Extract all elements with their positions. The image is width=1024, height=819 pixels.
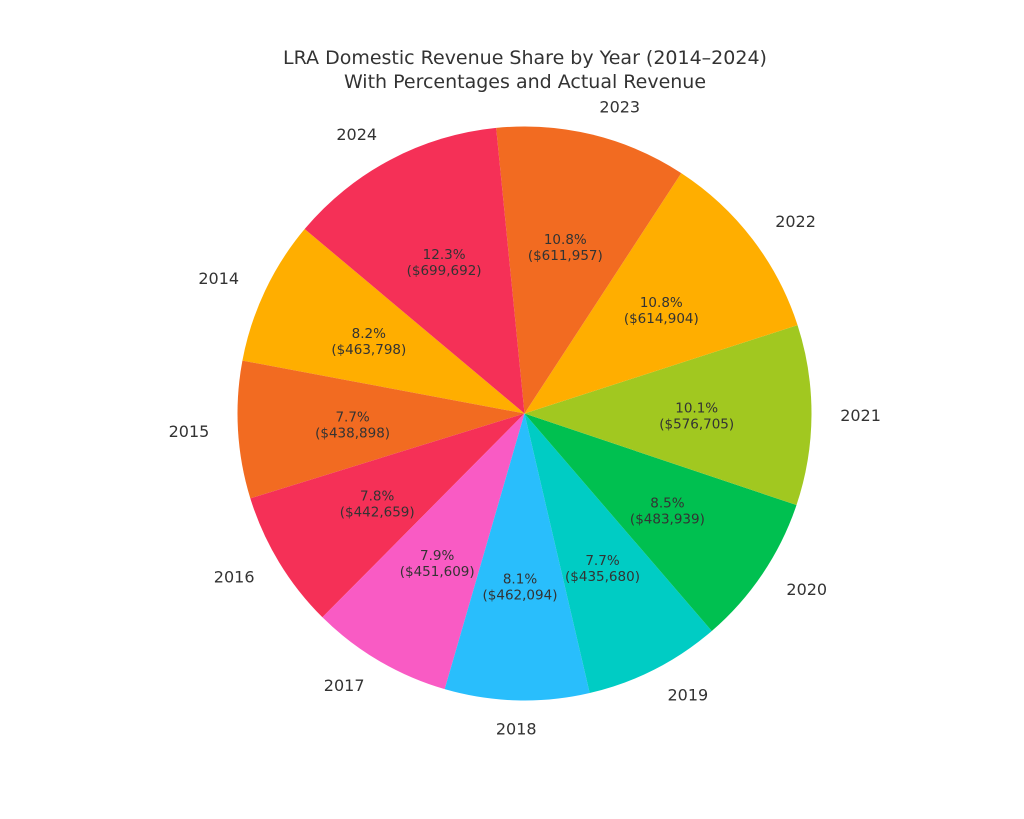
slice-label-2022: 10.8% ($614,904)	[624, 295, 699, 327]
slice-value-2022: ($614,904)	[624, 311, 699, 327]
chart-subtitle-line: With Percentages and Actual Revenue	[343, 71, 707, 93]
chart-title: LRA Domestic Revenue Share by Year (2014…	[0, 46, 1024, 94]
pie-slice-2019	[524, 413, 712, 693]
slice-percent-2017: 7.9%	[420, 548, 454, 564]
year-label-2014: 2014	[198, 269, 239, 288]
slice-label-2021: 10.1% ($576,705)	[659, 401, 734, 433]
slice-label-2024: 12.3% ($699,692)	[407, 247, 482, 279]
pie-slice-2017	[322, 413, 525, 690]
slice-percent-2014: 8.2%	[352, 326, 386, 342]
slice-value-2014: ($463,798)	[331, 342, 406, 358]
slice-percent-2021: 10.1%	[675, 401, 718, 417]
slice-label-2017: 7.9% ($451,609)	[400, 548, 475, 580]
slice-value-2016: ($442,659)	[340, 505, 415, 521]
slice-label-2020: 8.5% ($483,939)	[630, 496, 705, 528]
slice-percent-2016: 7.8%	[360, 489, 394, 505]
pie-slice-2016	[250, 413, 525, 618]
slice-label-2019: 7.7% ($435,680)	[565, 553, 640, 585]
slice-label-2015: 7.7% ($438,898)	[315, 409, 390, 441]
pie-slices	[237, 126, 812, 701]
slice-percent-2018: 8.1%	[503, 572, 537, 588]
year-label-2015: 2015	[169, 422, 210, 441]
slice-label-2018: 8.1% ($462,094)	[483, 572, 558, 604]
pie-slice-2020	[524, 413, 797, 631]
pie-slice-2014	[242, 229, 525, 414]
year-label-2021: 2021	[840, 406, 881, 425]
year-label-2024: 2024	[336, 125, 377, 144]
chart-title-line: LRA Domestic Revenue Share by Year (2014…	[283, 47, 767, 69]
pie-slice-2024	[304, 127, 525, 414]
slice-label-2023: 10.8% ($611,957)	[528, 232, 603, 264]
pie-slice-2021	[524, 325, 812, 506]
slice-percent-2020: 8.5%	[650, 496, 684, 512]
slice-value-2024: ($699,692)	[407, 263, 482, 279]
slice-percent-2022: 10.8%	[640, 295, 683, 311]
slice-percent-2023: 10.8%	[544, 232, 587, 248]
pie-slice-2018	[444, 413, 590, 701]
year-label-2016: 2016	[214, 568, 255, 587]
slice-value-2015: ($438,898)	[315, 425, 390, 441]
year-label-2022: 2022	[775, 212, 816, 231]
year-label-2020: 2020	[786, 580, 827, 599]
slice-label-2014: 8.2% ($463,798)	[331, 326, 406, 358]
year-label-2017: 2017	[324, 676, 365, 695]
slice-value-2020: ($483,939)	[630, 512, 705, 528]
slice-percent-2015: 7.7%	[335, 409, 369, 425]
pie-slice-2015	[237, 360, 525, 499]
year-label-2018: 2018	[496, 720, 537, 739]
slice-label-2016: 7.8% ($442,659)	[340, 489, 415, 521]
slice-value-2018: ($462,094)	[483, 588, 558, 604]
slice-percent-2019: 7.7%	[585, 553, 619, 569]
year-label-2019: 2019	[668, 686, 709, 705]
slice-value-2023: ($611,957)	[528, 248, 603, 264]
slice-value-2019: ($435,680)	[565, 569, 640, 585]
year-label-2023: 2023	[599, 97, 640, 116]
slice-percent-2024: 12.3%	[423, 247, 466, 263]
slice-value-2017: ($451,609)	[400, 564, 475, 580]
pie-slice-2022	[524, 173, 798, 414]
pie-slice-2023	[496, 126, 682, 414]
slice-value-2021: ($576,705)	[659, 417, 734, 433]
